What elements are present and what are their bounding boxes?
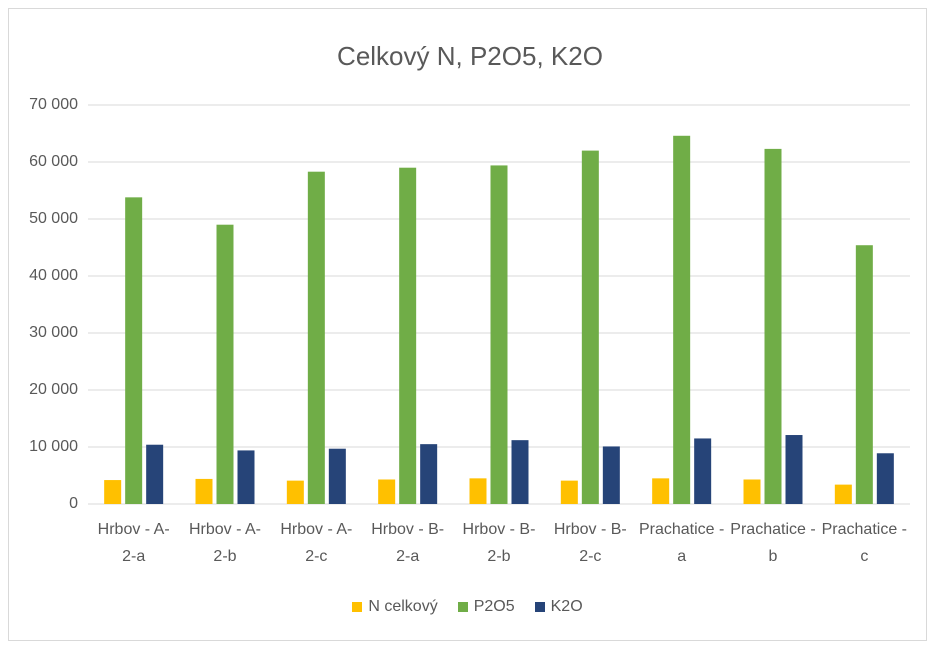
bar: [694, 438, 712, 504]
legend-label: P2O5: [473, 598, 515, 615]
bar: [652, 478, 670, 504]
x-tick-label: Hrbov - B- 2-b: [462, 521, 536, 565]
bar: [286, 480, 304, 504]
y-tick-label: 70 000: [29, 96, 78, 113]
bar: [328, 448, 346, 504]
y-tick-label: 10 000: [29, 438, 78, 455]
bar: [237, 450, 255, 504]
y-tick-label: 60 000: [29, 153, 78, 170]
bar: [855, 245, 873, 504]
y-tick-label: 30 000: [29, 324, 78, 341]
bar: [511, 440, 529, 504]
x-tick-label: Hrbov - A- 2-b: [188, 521, 261, 565]
x-tick-label: Hrbov - A- 2-c: [280, 521, 353, 565]
bar: [307, 171, 325, 504]
bar: [785, 435, 803, 504]
x-tick-label: Hrbov - B- 2-c: [553, 521, 627, 565]
legend-label: N celkový: [368, 598, 438, 615]
x-tick-label: Prachatice - b: [730, 521, 816, 565]
x-tick-label: Prachatice - c: [821, 521, 907, 565]
bar: [560, 480, 578, 504]
legend-item: N celkový: [352, 598, 438, 616]
x-tick-label: Hrbov - A- 2-a: [97, 521, 170, 565]
bar: [743, 479, 761, 504]
bar: [399, 167, 417, 504]
bar: [378, 479, 396, 504]
bar: [602, 446, 620, 504]
legend-swatch: [352, 602, 363, 612]
x-tick-label: Hrbov - B- 2-a: [371, 521, 445, 565]
bar: [420, 444, 438, 504]
y-tick-label: 40 000: [29, 267, 78, 284]
legend: N celkový P2O5 K2O: [0, 598, 935, 616]
y-tick-label: 50 000: [29, 210, 78, 227]
bar: [146, 444, 164, 504]
bar: [125, 197, 143, 504]
legend-item: K2O: [534, 598, 583, 616]
x-tick-label: Prachatice - a: [638, 521, 725, 565]
bar: [876, 453, 894, 504]
bar: [764, 148, 782, 504]
bar: [104, 480, 122, 504]
y-tick-label: 0: [69, 495, 78, 512]
legend-swatch: [457, 602, 468, 612]
bar: [673, 135, 691, 504]
chart-title: Celkový N, P2O5, K2O: [337, 41, 603, 71]
legend-item: P2O5: [457, 598, 515, 616]
bar: [834, 484, 852, 504]
legend-swatch: [534, 602, 545, 612]
bar: [581, 150, 599, 504]
bar: [195, 478, 213, 504]
bar: [216, 224, 234, 504]
legend-label: K2O: [550, 598, 583, 615]
bar: [469, 478, 487, 504]
bar: [490, 165, 508, 505]
y-tick-label: 20 000: [29, 381, 78, 398]
